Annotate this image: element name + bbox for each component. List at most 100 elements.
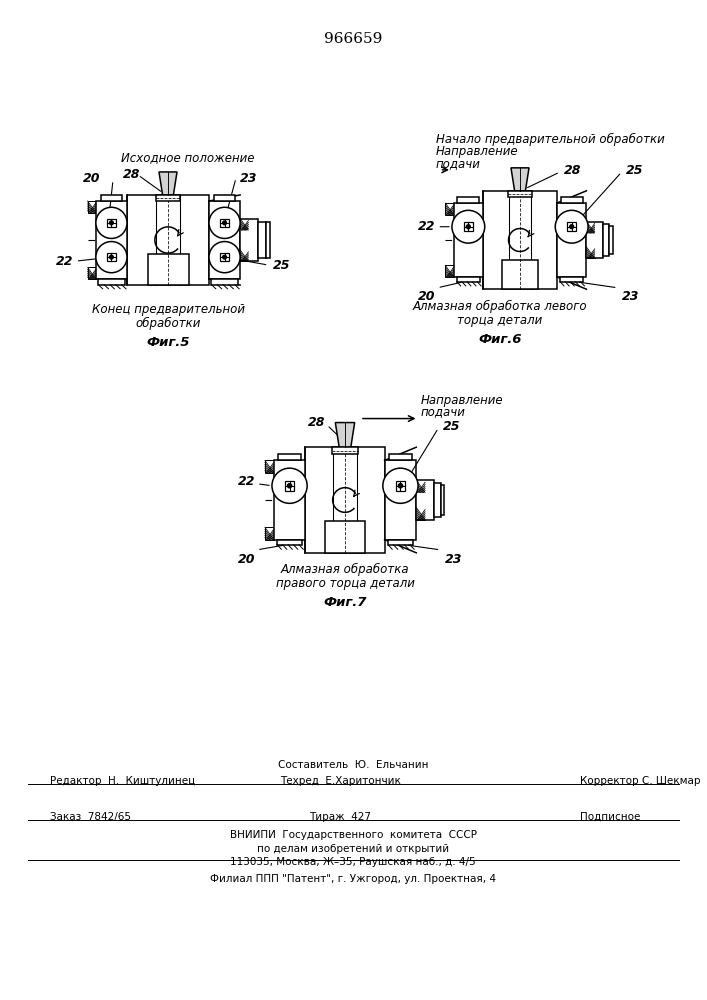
Text: 23: 23	[445, 553, 462, 566]
Bar	[96, 201, 127, 279]
Text: 20: 20	[238, 553, 255, 566]
Polygon shape	[159, 172, 177, 195]
Text: 20: 20	[83, 172, 100, 184]
Bar	[156, 195, 180, 201]
Circle shape	[209, 242, 240, 273]
Text: 28: 28	[564, 163, 581, 176]
Bar	[305, 447, 385, 553]
Text: подачи: подачи	[421, 406, 465, 419]
Text: Направление: Направление	[421, 394, 503, 407]
Bar	[396, 481, 405, 491]
Bar	[454, 203, 483, 277]
Bar	[560, 277, 583, 282]
Bar	[609, 226, 613, 254]
Text: 113035, Москва, Ж–35, Раушская наб., д. 4/5: 113035, Москва, Ж–35, Раушская наб., д. …	[230, 857, 476, 867]
Text: Направление: Направление	[436, 145, 518, 158]
Bar	[483, 191, 557, 289]
Bar	[586, 222, 603, 258]
Text: 25: 25	[626, 163, 643, 176]
Text: Заказ  7842/65: Заказ 7842/65	[50, 812, 131, 822]
Text: Конец предварительной: Конец предварительной	[91, 303, 245, 316]
Circle shape	[452, 210, 485, 243]
Bar	[557, 203, 586, 277]
Bar	[98, 279, 124, 285]
Text: Фиг.7: Фиг.7	[323, 596, 367, 609]
Bar	[221, 219, 229, 227]
Bar	[603, 224, 609, 256]
Bar	[441, 485, 445, 515]
Bar	[107, 253, 116, 261]
Bar	[567, 222, 576, 231]
Text: обработки: обработки	[135, 317, 201, 330]
Bar	[127, 195, 209, 285]
Text: 23: 23	[240, 172, 257, 184]
Text: 23: 23	[621, 290, 639, 303]
Bar	[88, 267, 96, 279]
Text: Исходное положение: Исходное положение	[121, 151, 255, 164]
Text: 22: 22	[418, 220, 436, 233]
Circle shape	[110, 255, 113, 259]
Bar	[277, 540, 302, 545]
Bar	[325, 521, 365, 553]
Bar	[464, 222, 473, 231]
Bar	[389, 454, 412, 460]
Bar	[561, 197, 583, 203]
Bar	[332, 447, 358, 454]
Circle shape	[223, 255, 226, 259]
Bar	[388, 540, 413, 545]
Bar	[416, 480, 434, 520]
Bar	[265, 527, 274, 540]
Bar	[445, 265, 454, 277]
Bar	[100, 195, 122, 201]
Text: Подписное: Подписное	[580, 812, 640, 822]
Text: Редактор  Н.  Киштулинец: Редактор Н. Киштулинец	[50, 776, 195, 786]
Bar	[214, 195, 235, 201]
Text: 22: 22	[56, 255, 74, 268]
Text: 25: 25	[273, 259, 290, 272]
Bar	[508, 191, 532, 197]
Bar	[148, 254, 189, 285]
Text: по делам изобретений и открытий: по делам изобретений и открытий	[257, 844, 449, 854]
Text: правого торца детали: правого торца детали	[276, 577, 414, 590]
Bar	[385, 460, 416, 540]
Text: Начало предварительной обработки: Начало предварительной обработки	[436, 133, 665, 146]
Circle shape	[223, 221, 226, 225]
Bar	[265, 460, 274, 473]
Bar	[586, 247, 595, 258]
Bar	[221, 253, 229, 261]
Text: 20: 20	[418, 290, 436, 303]
Circle shape	[272, 468, 307, 503]
Text: 22: 22	[238, 475, 255, 488]
Bar	[586, 222, 595, 233]
Bar	[278, 454, 301, 460]
Bar	[457, 197, 479, 203]
Text: 28: 28	[122, 167, 140, 180]
Text: Алмазная обработка левого: Алмазная обработка левого	[413, 300, 588, 313]
Circle shape	[209, 207, 240, 238]
Bar	[457, 277, 480, 282]
Text: Тираж  427: Тираж 427	[309, 812, 371, 822]
Circle shape	[96, 207, 127, 238]
Bar	[209, 201, 240, 279]
Bar	[240, 219, 258, 261]
Bar	[416, 480, 425, 493]
Text: Техред  Е.Харитончик: Техред Е.Харитончик	[279, 776, 400, 786]
Text: Филиал ППП "Патент", г. Ужгород, ул. Проектная, 4: Филиал ППП "Патент", г. Ужгород, ул. Про…	[210, 874, 496, 884]
Text: Алмазная обработка: Алмазная обработка	[281, 563, 409, 576]
Bar	[274, 460, 305, 540]
Text: Фиг.5: Фиг.5	[146, 336, 189, 349]
Text: ВНИИПИ  Государственного  комитета  СССР: ВНИИПИ Государственного комитета СССР	[230, 830, 477, 840]
Text: Фиг.6: Фиг.6	[478, 333, 522, 346]
Text: торца детали: торца детали	[457, 314, 543, 327]
Circle shape	[398, 484, 402, 488]
Bar	[266, 222, 270, 258]
Bar	[285, 481, 294, 491]
Text: 28: 28	[308, 416, 325, 428]
Text: 25: 25	[443, 420, 460, 432]
Circle shape	[467, 225, 470, 229]
Circle shape	[570, 225, 573, 229]
Text: Корректор С. Шекмар: Корректор С. Шекмар	[580, 776, 700, 786]
Bar	[240, 219, 248, 230]
Text: подачи: подачи	[436, 157, 481, 170]
Bar	[501, 260, 539, 289]
